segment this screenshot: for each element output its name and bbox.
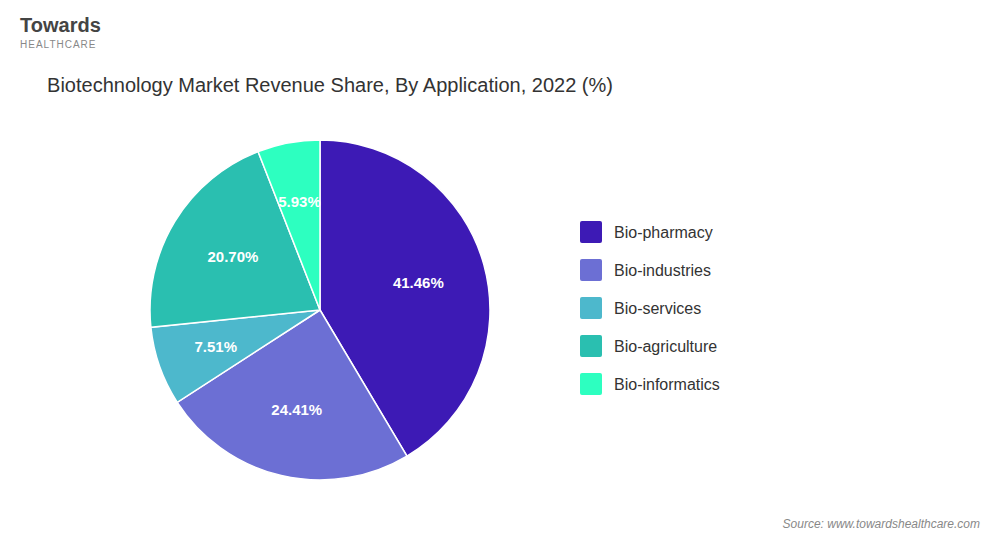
legend-label: Bio-services	[614, 300, 701, 317]
data-label: 24.41%	[271, 401, 322, 418]
data-label: 20.70%	[207, 248, 258, 265]
data-label: 5.93%	[278, 193, 321, 210]
chart: Towards HEALTHCARE Source: www.towardsheal…	[0, 0, 1000, 542]
legend-swatch	[580, 259, 602, 281]
legend-swatch	[580, 335, 602, 357]
legend-swatch	[580, 373, 602, 395]
legend-label: Bio-pharmacy	[614, 224, 713, 241]
legend-swatch	[580, 221, 602, 243]
chart-title: Biotechnology Market Revenue Share, By A…	[47, 74, 613, 96]
legend-label: Bio-informatics	[614, 376, 720, 393]
legend-label: Bio-industries	[614, 262, 711, 279]
legend-swatch	[580, 297, 602, 319]
legend: Bio-pharmacy Bio-industries Bio-services Bi…	[580, 221, 720, 395]
source-text: Source: www.towardshealthcare.com	[783, 517, 980, 531]
legend-label: Bio-agriculture	[614, 338, 717, 355]
logo-subtext: HEALTHCARE	[20, 39, 97, 50]
pie-slice	[258, 140, 320, 310]
data-label: 41.46%	[393, 274, 444, 291]
background	[0, 0, 1000, 542]
data-labels: 41.46% 24.41% 7.51% 20.70% 5.93%	[194, 193, 443, 418]
pie	[150, 140, 490, 480]
logo-text: Towards	[20, 14, 101, 36]
data-label: 7.51%	[194, 338, 237, 355]
